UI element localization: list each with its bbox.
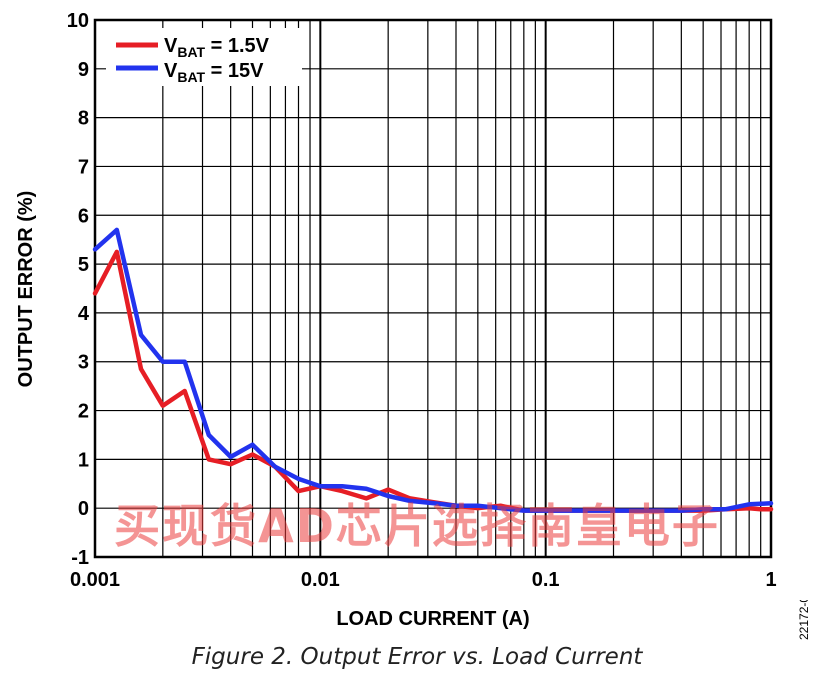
grid-lines: [93, 18, 773, 559]
y-tick-label: 9: [78, 59, 89, 81]
y-tick-label: 1: [78, 449, 89, 471]
legend-label-2: VBAT = 15V: [164, 60, 264, 85]
legend-box: [106, 28, 302, 86]
plot-frame: [93, 18, 773, 559]
y-tick-label: 6: [78, 205, 89, 227]
y-tick-label: 7: [78, 156, 89, 178]
tick-labels: -1 0 1 2 3 4 5 6 7 8 9 10 0.001 0.01 0.1 1: [67, 10, 777, 591]
y-tick-label: 10: [67, 10, 89, 32]
figure-id-text: 22172-002: [797, 600, 811, 640]
y-tick-label: 5: [78, 254, 89, 276]
y-tick-label: 2: [78, 401, 89, 423]
output-error-chart: -1 0 1 2 3 4 5 6 7 8 9 10 0.001 0.01 0.1 1 LOAD CURRENT…: [15, 10, 777, 630]
y-tick-label: 0: [78, 498, 89, 520]
y-tick-label: 4: [78, 303, 90, 325]
legend-label-1: VBAT = 1.5V: [164, 35, 270, 60]
series-line-2: [92, 227, 774, 513]
data-series: [92, 227, 774, 513]
y-tick-label: 8: [78, 108, 89, 130]
x-tick-label: 0.01: [301, 569, 340, 591]
y-tick-label: 3: [78, 352, 89, 374]
figure-id: 22172-002: [797, 600, 811, 640]
x-tick-label: 0.1: [532, 569, 560, 591]
figure-caption: Figure 2. Output Error vs. Load Current: [191, 644, 643, 670]
y-tick-label: -1: [71, 547, 89, 569]
x-axis-label: LOAD CURRENT (A): [336, 608, 529, 630]
y-axis-label: OUTPUT ERROR (%): [15, 191, 37, 388]
x-tick-label: 1: [765, 569, 776, 591]
x-tick-label: 0.001: [70, 569, 120, 591]
series-line-1: [92, 249, 774, 513]
legend: VBAT = 1.5V VBAT = 15V: [106, 28, 302, 86]
